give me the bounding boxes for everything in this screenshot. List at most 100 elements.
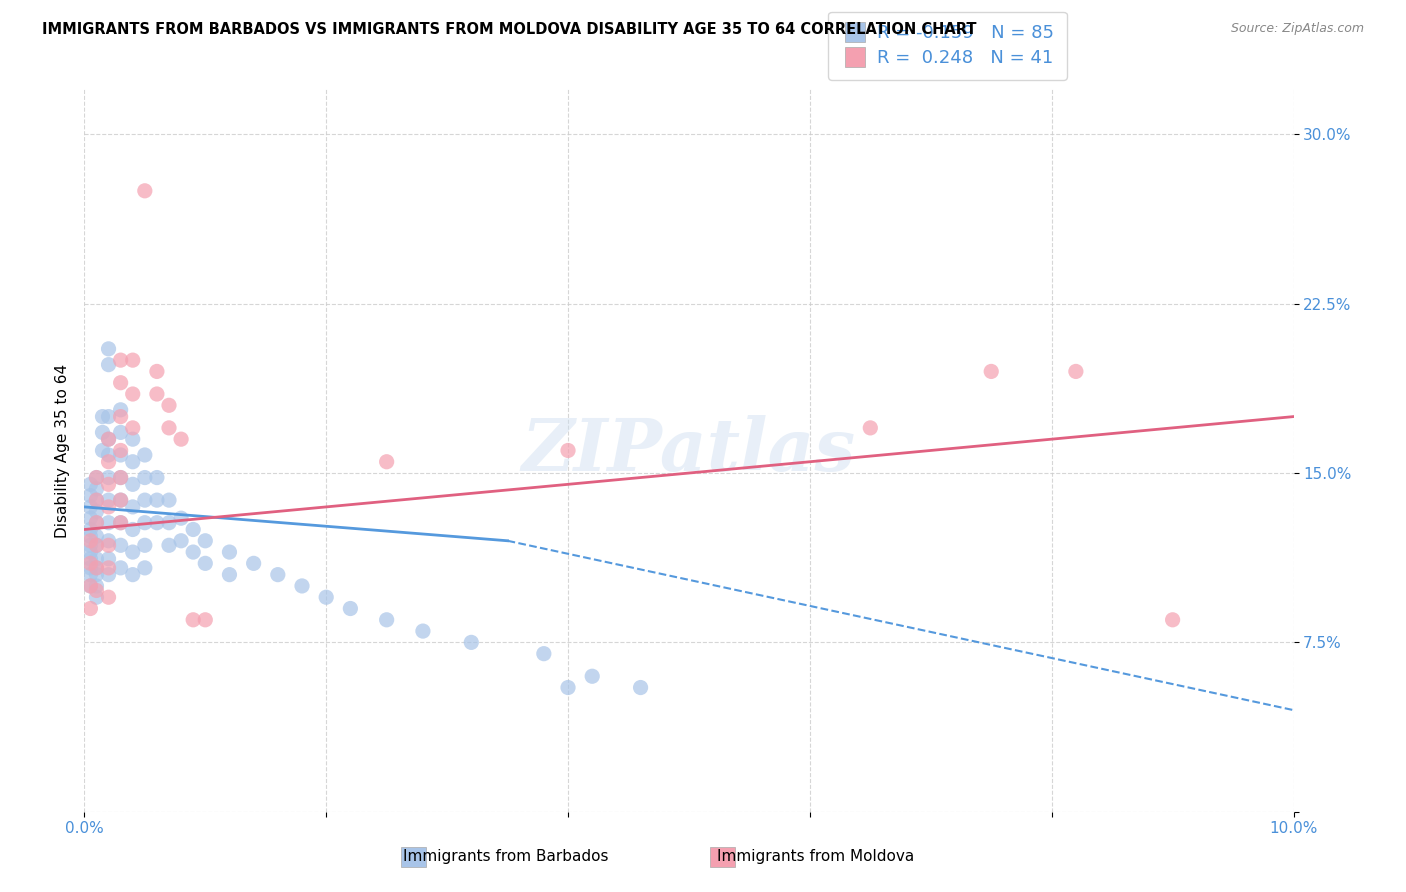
Text: Source: ZipAtlas.com: Source: ZipAtlas.com bbox=[1230, 22, 1364, 36]
Point bbox=[121, 353, 143, 368]
Point bbox=[121, 432, 143, 446]
Point bbox=[97, 432, 120, 446]
Point bbox=[146, 516, 169, 530]
Y-axis label: Disability Age 35 to 64: Disability Age 35 to 64 bbox=[55, 363, 70, 538]
Point bbox=[170, 533, 193, 548]
Point bbox=[157, 398, 180, 412]
Point bbox=[557, 681, 579, 695]
Point bbox=[267, 567, 290, 582]
Point bbox=[97, 470, 120, 484]
Point bbox=[79, 545, 101, 559]
Point bbox=[412, 624, 434, 639]
Point bbox=[110, 425, 132, 440]
Point bbox=[121, 500, 143, 514]
Point bbox=[157, 493, 180, 508]
Point bbox=[146, 493, 169, 508]
Point bbox=[97, 358, 120, 372]
Point bbox=[157, 421, 180, 435]
Point bbox=[134, 516, 156, 530]
Point bbox=[170, 432, 193, 446]
Point bbox=[110, 448, 132, 462]
Point bbox=[91, 409, 114, 424]
Point bbox=[181, 545, 204, 559]
Point bbox=[86, 516, 108, 530]
Point bbox=[97, 538, 120, 552]
Point bbox=[110, 353, 132, 368]
Point bbox=[134, 538, 156, 552]
Point bbox=[194, 557, 217, 571]
Point bbox=[533, 647, 555, 661]
Point bbox=[134, 493, 156, 508]
Point bbox=[110, 470, 132, 484]
Point bbox=[110, 493, 132, 508]
Point bbox=[146, 470, 169, 484]
Point bbox=[86, 493, 108, 508]
Point bbox=[218, 545, 240, 559]
Point bbox=[79, 489, 101, 503]
Point bbox=[86, 561, 108, 575]
Point bbox=[79, 511, 101, 525]
Point bbox=[86, 579, 108, 593]
Point bbox=[121, 523, 143, 537]
Point bbox=[581, 669, 603, 683]
Text: Immigrants from Moldova: Immigrants from Moldova bbox=[717, 849, 914, 863]
Point bbox=[375, 455, 398, 469]
Point bbox=[110, 470, 132, 484]
Point bbox=[79, 557, 101, 571]
Point bbox=[980, 364, 1002, 378]
Point bbox=[110, 402, 132, 417]
Point bbox=[110, 409, 132, 424]
Point bbox=[79, 523, 101, 537]
Point bbox=[460, 635, 482, 649]
Point bbox=[121, 545, 143, 559]
Point bbox=[110, 516, 132, 530]
Point bbox=[134, 470, 156, 484]
Point bbox=[79, 579, 101, 593]
Point bbox=[1064, 364, 1087, 378]
Legend: R = -0.159   N = 85, R =  0.248   N = 41: R = -0.159 N = 85, R = 0.248 N = 41 bbox=[828, 12, 1067, 80]
Text: IMMIGRANTS FROM BARBADOS VS IMMIGRANTS FROM MOLDOVA DISABILITY AGE 35 TO 64 CORR: IMMIGRANTS FROM BARBADOS VS IMMIGRANTS F… bbox=[42, 22, 977, 37]
Point bbox=[146, 387, 169, 401]
Point bbox=[91, 443, 114, 458]
Point bbox=[97, 561, 120, 575]
Point bbox=[291, 579, 314, 593]
Point bbox=[97, 448, 120, 462]
Point bbox=[86, 561, 108, 575]
Point bbox=[86, 516, 108, 530]
Point bbox=[97, 477, 120, 491]
Point bbox=[86, 567, 108, 582]
Point bbox=[339, 601, 361, 615]
Point bbox=[121, 455, 143, 469]
Point bbox=[97, 493, 120, 508]
Point bbox=[86, 482, 108, 496]
Point bbox=[110, 538, 132, 552]
Point bbox=[79, 567, 101, 582]
Point bbox=[181, 523, 204, 537]
Point bbox=[134, 561, 156, 575]
Point bbox=[97, 516, 120, 530]
Point bbox=[79, 529, 101, 543]
Point bbox=[630, 681, 652, 695]
Point bbox=[86, 583, 108, 598]
Point bbox=[86, 538, 108, 552]
Point bbox=[181, 613, 204, 627]
Point bbox=[86, 470, 108, 484]
Point bbox=[97, 567, 120, 582]
Point bbox=[86, 538, 108, 552]
Point bbox=[79, 561, 101, 575]
Point bbox=[110, 493, 132, 508]
Point bbox=[218, 567, 240, 582]
Point bbox=[97, 551, 120, 566]
Point bbox=[97, 342, 120, 356]
Point bbox=[110, 376, 132, 390]
Point bbox=[194, 533, 217, 548]
Point bbox=[79, 579, 101, 593]
Point bbox=[121, 477, 143, 491]
Point bbox=[110, 443, 132, 458]
Point bbox=[97, 409, 120, 424]
Point bbox=[97, 533, 120, 548]
Point bbox=[110, 561, 132, 575]
Point bbox=[121, 421, 143, 435]
Point bbox=[79, 500, 101, 514]
Point bbox=[194, 613, 217, 627]
